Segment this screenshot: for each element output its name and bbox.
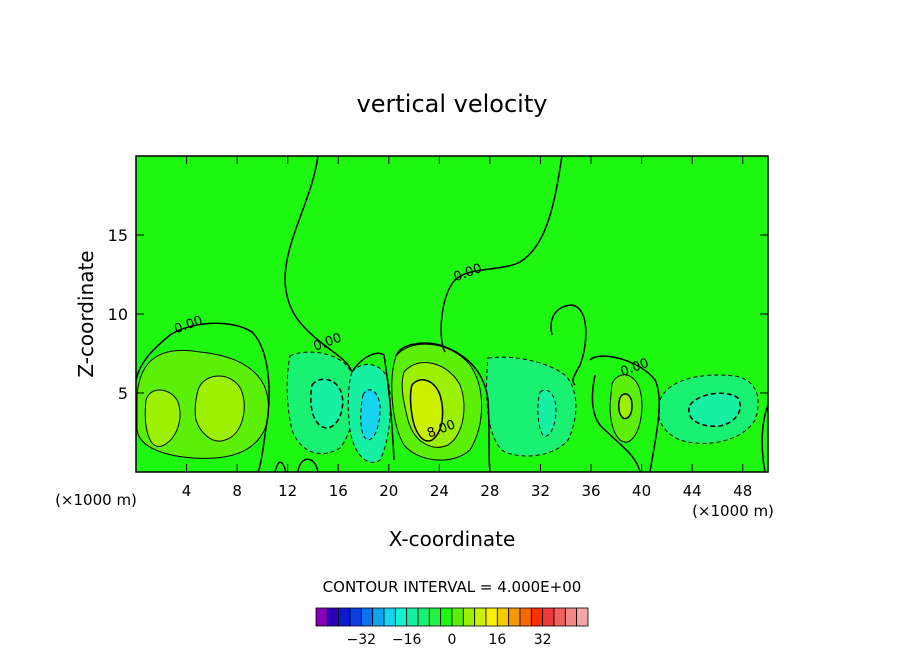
colorbar-swatch <box>440 607 453 627</box>
colorbar-swatch <box>474 607 487 627</box>
colorbar-swatch <box>519 607 532 627</box>
x-tick-label: 32 <box>531 482 550 500</box>
colorbar-ticks: −32 −16 0 16 32 <box>347 632 552 648</box>
x-axis: 4 8 12 16 20 24 28 32 36 40 44 48 <box>182 156 752 500</box>
colorbar-swatch <box>315 607 328 627</box>
x-unit-right: (×1000 m) <box>692 502 774 520</box>
colorbar-swatch <box>349 607 362 627</box>
y-tick-label: 15 <box>108 226 128 245</box>
contour-interval-label: CONTOUR INTERVAL = 4.000E+00 <box>323 578 582 596</box>
colorbar-swatch <box>553 607 566 627</box>
x-tick-label: 4 <box>182 482 192 500</box>
colorbar-swatch <box>451 607 464 627</box>
zero-contour-line <box>135 155 769 473</box>
positive-core-center <box>409 379 444 442</box>
colorbar-swatch <box>338 607 351 627</box>
y-tick-label: 5 <box>118 384 128 403</box>
colorbar-swatch <box>542 607 555 627</box>
positive-core-right <box>618 393 633 420</box>
colorbar-swatch <box>576 607 589 627</box>
x-tick-label: 24 <box>430 482 449 500</box>
x-tick-label: 12 <box>278 482 297 500</box>
colorbar-swatch <box>394 607 408 627</box>
x-axis-label: X-coordinate <box>389 527 516 551</box>
colorbar-swatch <box>508 607 521 627</box>
colorbar-swatch <box>530 607 544 627</box>
negative-core-d <box>688 392 741 428</box>
colorbar-tick-label: 16 <box>488 632 506 648</box>
colorbar-tick-label: −32 <box>347 632 377 648</box>
x-tick-label: 8 <box>232 482 242 500</box>
colorbar-tick-label: −16 <box>392 632 422 648</box>
positive-core-left-a <box>144 389 181 447</box>
colorbar-swatch <box>417 607 430 627</box>
colorbar-swatch <box>462 607 476 627</box>
y-axis-label: Z-coordinate <box>74 250 98 377</box>
negative-core-b <box>360 389 381 441</box>
x-unit-left: (×1000 m) <box>55 491 137 509</box>
colorbar-swatch <box>372 607 385 627</box>
colorbar-swatch <box>485 607 498 627</box>
x-tick-label: 44 <box>683 482 702 500</box>
negative-region-c <box>486 356 577 457</box>
colorbar-tick-label: 0 <box>448 632 457 648</box>
colorbar-swatch <box>428 607 442 627</box>
colorbar-swatch <box>326 607 340 627</box>
colorbar-tick-label: 32 <box>534 632 552 648</box>
x-tick-label: 16 <box>329 482 348 500</box>
x-tick-label: 20 <box>379 482 398 500</box>
colorbar-swatch <box>383 607 396 627</box>
x-tick-label: 36 <box>581 482 600 500</box>
colorbar-swatch <box>564 607 578 627</box>
y-axis: 5 10 15 <box>108 226 768 403</box>
x-tick-label: 48 <box>733 482 752 500</box>
x-tick-label: 28 <box>480 482 499 500</box>
colorbar <box>315 607 589 627</box>
x-tick-label: 40 <box>632 482 651 500</box>
contour-fills <box>136 343 759 463</box>
y-tick-label: 10 <box>108 305 128 324</box>
negative-core-a <box>310 378 344 429</box>
colorbar-swatch <box>406 607 419 627</box>
chart-title: vertical velocity <box>357 90 548 118</box>
negative-core-c <box>537 389 557 437</box>
colorbar-swatch <box>360 607 374 627</box>
positive-core-left-b <box>194 375 245 442</box>
colorbar-swatch <box>496 607 510 627</box>
